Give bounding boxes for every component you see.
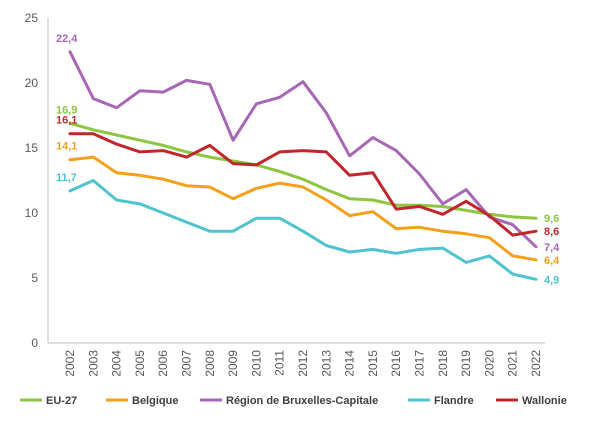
series-line-wallonie	[68, 132, 538, 237]
start-label-flandre: 11,7	[56, 172, 77, 184]
series-line-region-de-bruxelles-capitale	[68, 50, 538, 249]
end-label-wallonie: 8,6	[544, 226, 559, 238]
x-tick-label: 2020	[482, 350, 496, 377]
x-tick-label: 2021	[506, 350, 520, 377]
y-tick-label: 5	[31, 271, 38, 285]
x-tick-label: 2017	[413, 350, 427, 377]
y-tick-labels: 0 5 10 15 20 25	[25, 11, 39, 350]
x-tick-label: 2022	[529, 350, 543, 377]
x-tick-label: 2015	[366, 350, 380, 377]
x-tick-label: 2013	[319, 350, 333, 377]
y-tick-label: 10	[25, 206, 39, 220]
x-tick-label: 2006	[156, 350, 170, 377]
x-tick-label: 2012	[296, 350, 310, 377]
x-tick-labels: 2002 2003 2004 2005 2006 2007 2008 2009 2010 2011…	[63, 350, 543, 377]
start-label-wallonie: 16,1	[56, 115, 77, 127]
legend-label-wallonie: Wallonie	[522, 395, 567, 407]
series-line-flandre	[68, 179, 538, 281]
legend-label-region-de-bruxelles-capitale: Région de Bruxelles-Capitale	[226, 395, 378, 407]
series-lines	[68, 50, 538, 281]
legend-label-flandre: Flandre	[434, 395, 474, 407]
series-line-belgique	[68, 155, 538, 262]
x-tick-label: 2018	[436, 350, 450, 377]
end-label-flandre: 4,9	[544, 274, 559, 286]
y-tick-label: 20	[25, 76, 39, 90]
x-tick-label: 2002	[63, 350, 77, 377]
x-tick-label: 2008	[203, 350, 217, 377]
y-tick-label: 25	[25, 11, 39, 25]
x-tick-label: 2010	[249, 350, 263, 377]
x-tick-label: 2019	[459, 350, 473, 377]
end-label-eu-27: 9,6	[544, 213, 559, 225]
x-tick-label: 2014	[343, 350, 357, 377]
legend: EU-27 Belgique Région de Bruxelles-Capital…	[20, 395, 567, 407]
series-end-labels: 16,9 9,6 14,1 6,4 22,4 7,4 11,7 4,9 16,1 8,6	[56, 33, 560, 286]
start-label-belgique: 14,1	[56, 141, 77, 153]
x-tick-label: 2011	[273, 350, 287, 376]
x-tick-label: 2016	[389, 350, 403, 377]
end-label-belgique: 6,4	[544, 255, 560, 267]
legend-label-belgique: Belgique	[132, 395, 178, 407]
start-label-eu-27: 16,9	[56, 104, 77, 116]
y-tick-label: 0	[31, 336, 38, 350]
legend-label-eu-27: EU-27	[46, 395, 77, 407]
x-tick-label: 2005	[133, 350, 147, 377]
end-label-region-de-bruxelles-capitale: 7,4	[544, 242, 560, 254]
x-tick-label: 2009	[226, 350, 240, 377]
x-tick-label: 2007	[180, 350, 194, 377]
start-label-region-de-bruxelles-capitale: 22,4	[56, 33, 78, 45]
x-tick-label: 2003	[86, 350, 100, 377]
series-line-eu-27	[68, 121, 538, 220]
x-tick-label: 2004	[110, 350, 124, 377]
y-tick-label: 15	[25, 141, 39, 155]
